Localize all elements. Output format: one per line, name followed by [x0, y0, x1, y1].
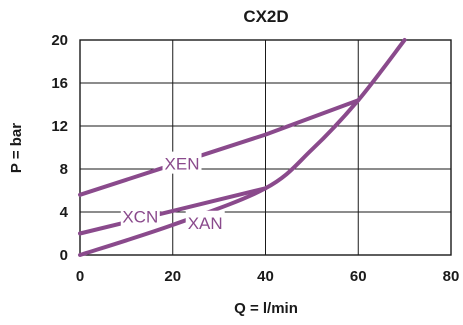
series-line-xan — [78, 38, 407, 257]
x-tick-labels: 0 20 40 60 80 — [76, 268, 460, 285]
x-axis-label: Q = l/min — [234, 300, 298, 317]
series-label-text: XEN — [165, 155, 200, 174]
series-label-text: XCN — [122, 207, 158, 226]
y-tick-label: 4 — [60, 204, 69, 221]
x-tick-label: 80 — [443, 268, 460, 285]
y-tick-label: 16 — [51, 75, 68, 92]
y-tick-label: 12 — [51, 118, 68, 135]
series-label-bg — [120, 204, 160, 227]
series-label-bg — [185, 210, 225, 233]
y-tick-label: 0 — [60, 247, 68, 264]
x-tick-label: 0 — [76, 268, 84, 285]
x-tick-label: 20 — [164, 268, 181, 285]
plot-frame — [79, 39, 452, 256]
series-label-xan: XAN — [185, 210, 225, 233]
x-tick-label: 40 — [257, 268, 274, 285]
series-label-bg — [162, 151, 202, 174]
y-tick-labels: 0 4 8 12 16 20 — [51, 32, 68, 264]
x-tick-label: 60 — [350, 268, 367, 285]
chart-title: CX2D — [243, 7, 288, 26]
series-label-text: XAN — [188, 214, 223, 233]
y-tick-label: 8 — [60, 161, 68, 178]
y-axis-label: P = bar — [8, 123, 25, 173]
series-line-xcn — [78, 186, 268, 236]
series-label-xen: XEN — [162, 151, 202, 174]
series-label-xcn: XCN — [120, 204, 160, 227]
y-tick-label: 20 — [51, 32, 68, 49]
series-layer: XEN XCN XAN — [78, 38, 407, 257]
series-line-xen — [78, 98, 361, 197]
